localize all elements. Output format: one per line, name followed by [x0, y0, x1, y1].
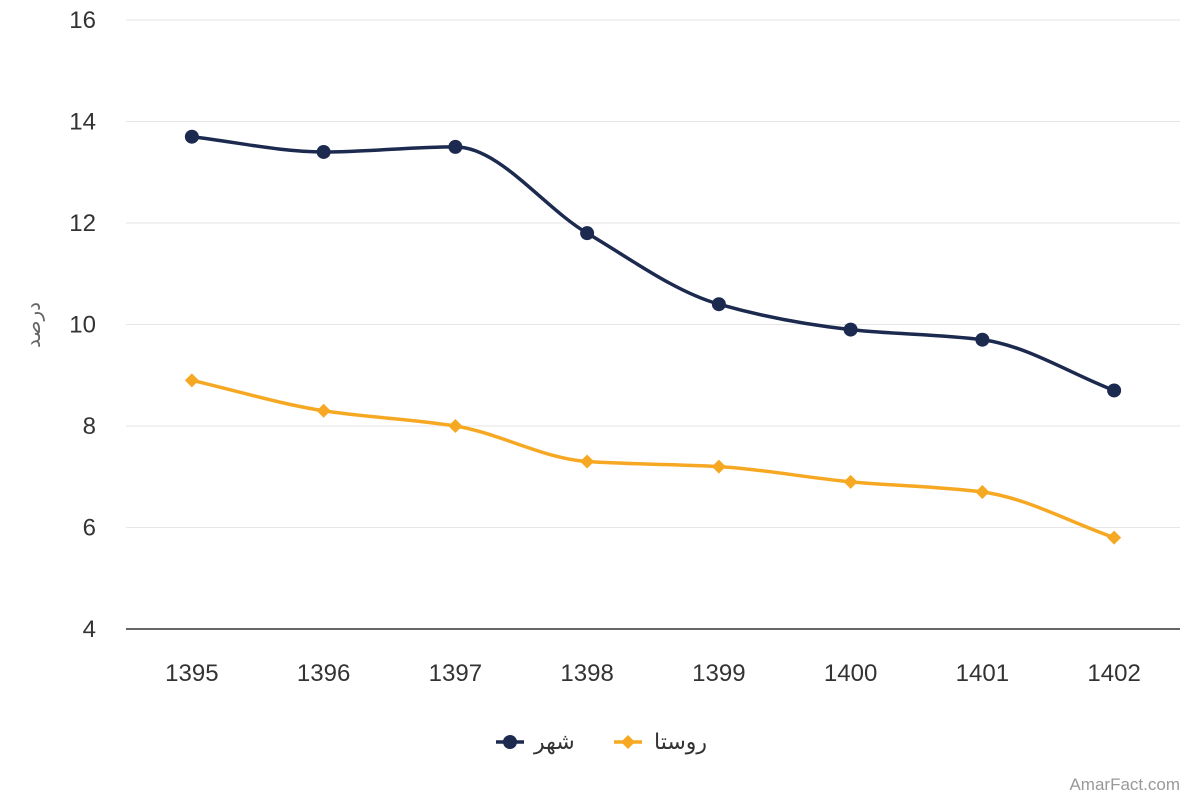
y-tick-label: 14	[69, 109, 96, 136]
data-point[interactable]	[1107, 530, 1122, 545]
x-tick-label: 1399	[692, 660, 745, 687]
y-axis-label: درصد	[23, 302, 45, 348]
x-tick-label: 1398	[560, 660, 613, 687]
series-1	[184, 129, 1122, 398]
data-point[interactable]	[1107, 383, 1122, 398]
x-tick-label: 1401	[956, 660, 1009, 687]
series-line	[190, 378, 1116, 540]
data-point[interactable]	[580, 454, 595, 469]
x-tick-label: 1402	[1087, 660, 1140, 687]
y-tick-label: 6	[83, 515, 96, 542]
data-point[interactable]	[316, 144, 331, 159]
gridlines	[126, 19, 1180, 630]
legend-label: روستا	[654, 729, 707, 754]
x-tick-label: 1397	[429, 660, 482, 687]
x-tick-label: 1400	[824, 660, 877, 687]
x-tick-labels: 1395 1396 1397 1398 1399 1400 1401 1402	[165, 660, 1141, 687]
legend-item[interactable]: روستا	[614, 729, 707, 754]
series-lines	[184, 129, 1122, 545]
data-point[interactable]	[580, 226, 595, 241]
legend-item[interactable]: شهر	[496, 729, 575, 754]
data-point[interactable]	[843, 322, 858, 337]
y-tick-label: 4	[83, 616, 96, 643]
y-tick-label: 16	[69, 7, 96, 34]
data-point[interactable]	[184, 129, 199, 144]
legend[interactable]: شهر روستا	[496, 729, 707, 754]
data-point[interactable]	[711, 297, 726, 312]
data-point[interactable]	[975, 332, 990, 347]
data-point[interactable]	[711, 459, 726, 474]
data-point[interactable]	[448, 419, 463, 433]
y-tick-label: 10	[69, 312, 96, 339]
y-tick-label: 12	[69, 210, 96, 237]
data-point[interactable]	[448, 139, 463, 154]
x-tick-label: 1395	[165, 660, 218, 687]
legend-label: شهر	[533, 729, 575, 754]
data-point[interactable]	[975, 484, 990, 499]
series-line	[190, 134, 1116, 393]
credit-text[interactable]: AmarFact.com	[1069, 775, 1180, 794]
y-tick-labels: 4 6 8 10 12 14 16	[69, 7, 96, 643]
data-point[interactable]	[184, 373, 199, 388]
x-tick-label: 1396	[297, 660, 350, 687]
data-point[interactable]	[843, 474, 858, 489]
data-point[interactable]	[316, 403, 331, 418]
legend-marker	[621, 735, 635, 749]
series-2	[184, 373, 1122, 545]
y-tick-label: 8	[83, 413, 96, 440]
legend-marker	[503, 735, 517, 749]
